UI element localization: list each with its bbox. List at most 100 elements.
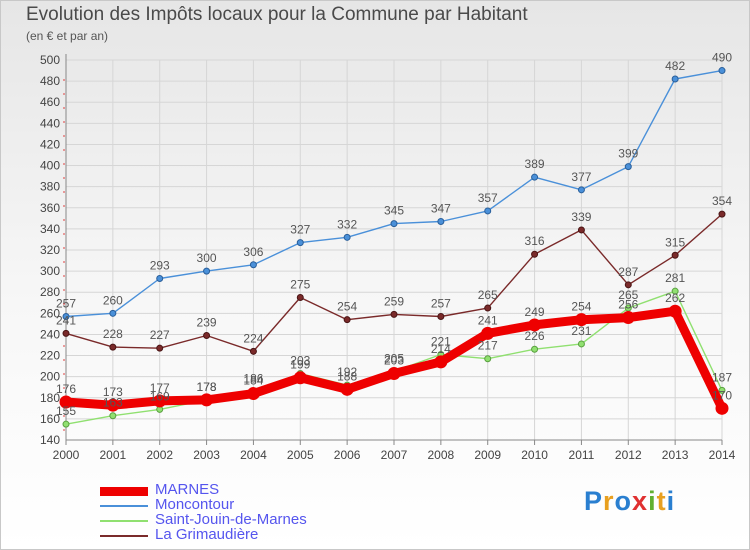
logo-letter: t [656,486,667,516]
data-label: 178 [197,380,217,394]
data-point [624,281,632,289]
data-label: 184 [243,374,263,388]
data-point [203,332,211,339]
data-point [437,313,445,320]
data-label: 339 [571,210,591,224]
y-tick-label: 480 [40,74,60,88]
data-label: 287 [618,265,638,279]
logo-letter: o [614,486,633,516]
data-point [671,287,679,295]
y-tick-label: 440 [40,116,60,130]
data-label: 205 [384,351,404,365]
data-point [528,318,542,332]
data-label: 347 [431,202,451,216]
legend-item: Moncontour [100,496,360,515]
data-point [109,309,117,317]
data-label: 226 [525,329,545,343]
data-label: 228 [103,327,123,341]
logo-letter: r [603,486,615,516]
data-label: 357 [478,191,498,205]
data-label: 178 [197,380,217,394]
data-label: 275 [290,278,310,292]
y-tick-label: 300 [40,264,60,278]
series-group [59,67,729,428]
x-tick-label: 2014 [709,448,736,462]
data-label: 254 [571,300,591,314]
x-tick-label: 2001 [100,448,127,462]
data-point [668,304,682,318]
legend-swatch [100,520,148,522]
data-label: 227 [150,328,170,342]
data-point [577,186,585,194]
data-label: 490 [712,51,732,65]
x-tick-label: 2012 [615,448,642,462]
data-label: 254 [337,300,357,314]
data-label: 221 [431,335,451,349]
legend-swatch [100,535,148,537]
data-point [293,371,307,385]
y-tick-label: 340 [40,222,60,236]
data-label: 186 [243,371,263,385]
legend-label: Moncontour [155,496,235,513]
x-tick-label: 2006 [334,448,361,462]
data-labels: 257 260 293 300 306 327 332 345 347 357 389 377 399 4… [56,51,732,419]
data-label: 241 [56,313,76,327]
data-label: 482 [665,59,685,73]
y-tick-label: 500 [40,53,60,67]
x-tick-label: 2008 [428,448,455,462]
data-point [62,329,70,337]
data-point [718,386,726,394]
data-label: 169 [150,389,170,403]
data-point [156,275,164,282]
chart-subtitle: (en € et par an) [26,29,109,43]
data-point [624,163,632,171]
y-tick-label: 140 [40,433,60,447]
x-tick-labels: 2000 2001 2002 2003 2004 2005 2006 2007 2008 2009… [53,448,736,462]
y-tick-label: 460 [40,95,60,109]
data-label: 315 [665,235,685,249]
data-point [106,398,120,412]
data-point [671,251,679,259]
data-label: 257 [431,297,451,311]
y-tick-label: 420 [40,137,60,151]
data-point [390,310,398,318]
legend-swatch [100,486,148,496]
data-point [434,355,448,369]
data-point [203,267,211,275]
data-point [481,326,495,340]
y-tick-label: 200 [40,370,60,384]
data-label: 192 [337,365,357,379]
data-point [59,395,73,409]
data-point [718,210,726,218]
y-tick-label: 400 [40,159,60,173]
data-label: 199 [290,358,310,372]
data-label: 327 [290,223,310,237]
data-label: 265 [618,288,638,302]
y-tick-label: 160 [40,412,60,426]
data-point [718,67,726,75]
x-tick-label: 2002 [146,448,173,462]
data-point [156,344,164,352]
legend-item: MARNES [100,481,360,500]
data-label: 257 [56,297,76,311]
data-label: 316 [525,234,545,248]
data-label: 203 [290,354,310,368]
data-point [62,420,70,428]
data-label: 256 [618,298,638,312]
y-tick-label: 180 [40,391,60,405]
data-label: 377 [571,170,591,184]
data-label: 345 [384,204,404,218]
legend-label: La Grimaudière [155,526,259,543]
data-label: 249 [525,305,545,319]
data-label: 262 [665,291,685,305]
data-point [62,313,70,320]
data-label: 241 [478,313,498,327]
x-tick-label: 2003 [193,448,220,462]
data-point [531,345,539,353]
data-label: 306 [243,245,263,259]
logo-letter: i [666,486,676,516]
proxiti-logo: Proxiti [584,486,675,517]
data-label: 293 [150,259,170,273]
